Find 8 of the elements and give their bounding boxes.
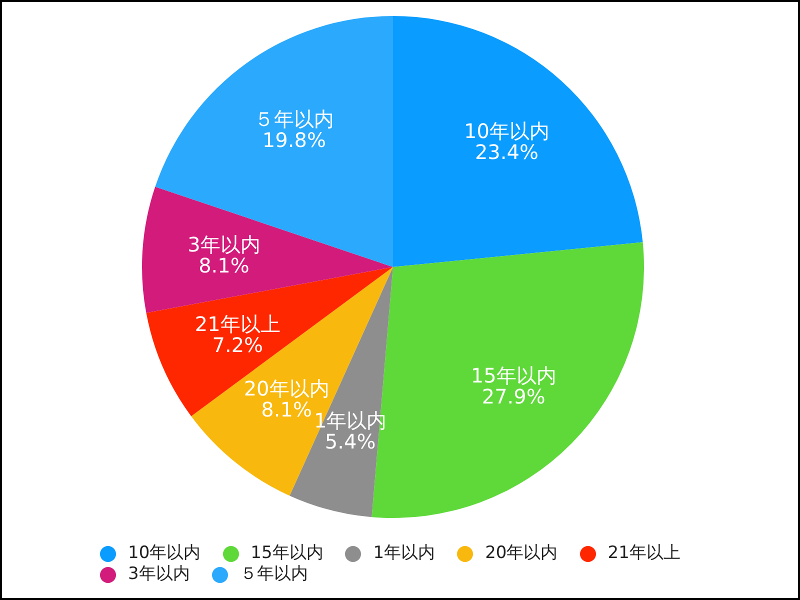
legend-label: 10年以内: [128, 543, 201, 564]
legend-label: 15年以内: [250, 543, 324, 564]
legend-label: 3年以内: [128, 564, 190, 585]
data-label: 5.4%: [324, 429, 376, 454]
legend-label: 1年以内: [373, 543, 436, 564]
legend-label: ５年以内: [240, 564, 308, 585]
legend-label: 21年以上: [608, 543, 680, 564]
legend-label: 20年以内: [485, 543, 558, 564]
